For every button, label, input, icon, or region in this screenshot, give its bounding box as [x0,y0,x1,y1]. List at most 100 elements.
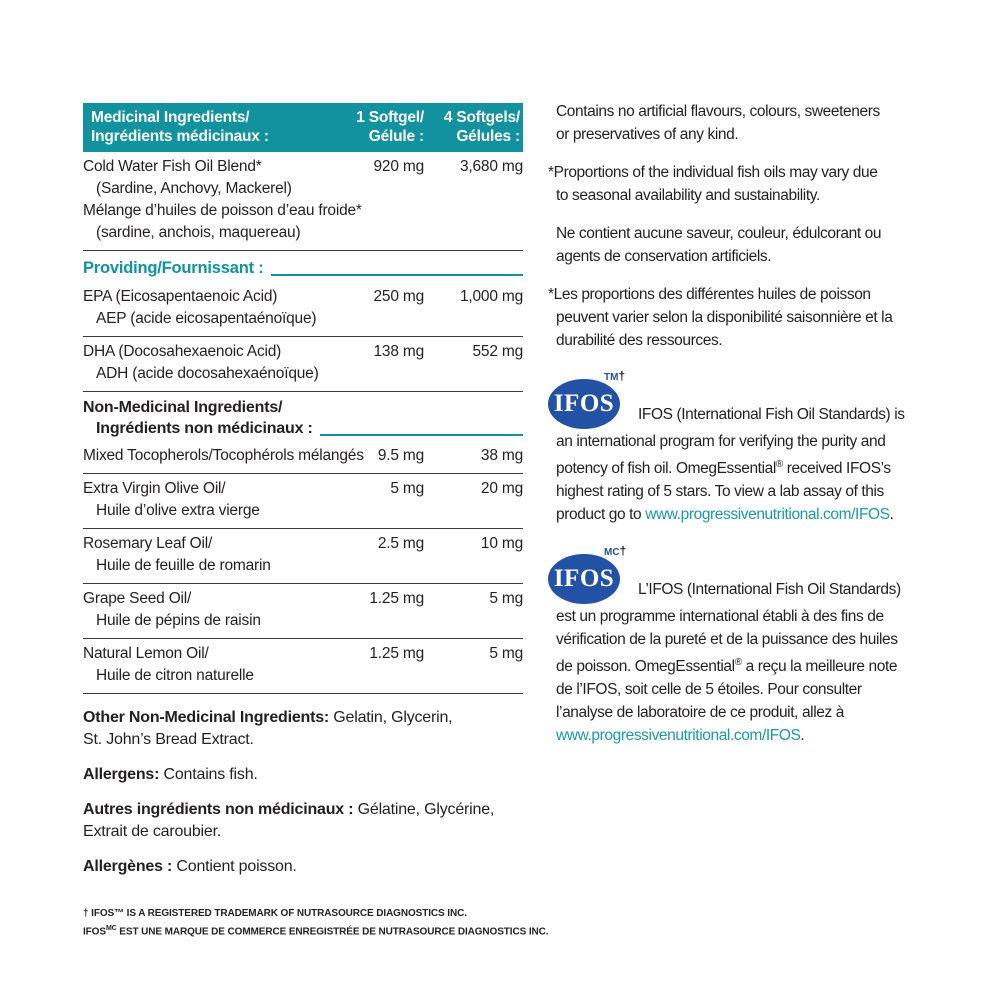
value-1softgel: 1.25 mg [369,590,424,607]
value-4softgels: 5 mg [489,645,523,662]
row-line: Grape Seed Oil/ [83,590,192,607]
ifos-link-en[interactable]: www.progressivenutritional.com/IFOS [645,506,890,524]
note-label: Allergens: [83,766,160,783]
footnote-fr-sup: MC [105,925,117,932]
header-col4-line1: 4 Softgels/ [443,109,520,126]
note-allergens-fr: Allergènes : Contient poisson. [83,856,523,878]
ifos-body-en: received IFOS’s highest rating of 5 star… [556,460,891,524]
row-line: AEP (acide eicosapentaénoïque) [96,310,317,327]
ifos-logo-icon: IFOS MC† [548,542,634,605]
header-name-en: Medicinal Ingredients/ [91,109,250,126]
value-1softgel: 2.5 mg [377,535,424,552]
section-non-medicinal: Non-Medicinal Ingredients/ Ingrédients n… [83,392,523,441]
footnote-en: † IFOS™ IS A REGISTERED TRADEMARK OF NUT… [83,908,467,919]
note-allergens-en: Allergens: Contains fish. [83,764,523,786]
row-line: DHA (Docosahexaenoic Acid) [83,343,282,360]
value-1softgel: 1.25 mg [369,645,424,662]
table-row-natural-lemon-oil: Natural Lemon Oil/ Huile de citron natur… [83,639,523,694]
nonmed-label-en: Non-Medicinal Ingredients/ [83,399,283,416]
section-providing: Providing/Fournissant : [83,251,523,282]
header-col-4softgels: 4 Softgels/Gélules : [424,108,520,146]
ifos-oval: IFOS [548,379,620,429]
value-4softgels: 3,680 mg [459,158,523,175]
row-line: Rosemary Leaf Oil/ [83,535,213,552]
dagger-mark: † [618,369,626,383]
header-name-fr: Ingrédients médicinaux : [91,128,269,145]
teal-rule [319,434,523,436]
value-1softgel: 9.5 mg [377,447,424,464]
ifos-intro-fr: L’IFOS (International Fish Oil Standards… [638,581,901,599]
value-4softgels: 20 mg [480,480,523,497]
registered-mark: ® [734,657,742,669]
ifos-intro-en: IFOS (International Fish Oil Standards) … [638,406,905,423]
ifos-block-fr: IFOS MC† L’IFOS (International Fish Oil … [548,542,948,747]
value-1softgel: 250 mg [373,288,425,305]
row-line: EPA (Eicosapentaenoic Acid) [83,288,278,305]
table-row-mixed-tocopherols: Mixed Tocopherols/Tocophérols mélangés 9… [83,441,523,474]
table-row-rosemary-leaf-oil: Rosemary Leaf Oil/ Huile de feuille de r… [83,529,523,584]
note-other-non-medicinal: Other Non-Medicinal Ingredients: Gelatin… [83,707,523,751]
header-col-1softgel: 1 Softgel/Gélule : [324,108,424,146]
footnote-fr: IFOSMC EST UNE MARQUE DE COMMERCE ENREGI… [83,921,549,939]
ifos-body-fr: a reçu la meilleure note de l’IFOS, soit… [556,658,898,722]
note-text: Contains fish. [159,766,258,783]
footnote-fr-rest: EST UNE MARQUE DE COMMERCE ENREGISTRÉE D… [116,926,549,938]
ifos-paragraph-en: an international program for verifying t… [548,430,948,526]
value-1softgel: 5 mg [390,480,424,497]
ifos-logo-icon: IFOS TM† [548,367,634,429]
value-4softgels: 1,000 mg [459,288,523,305]
tm-mark: TM [604,372,619,383]
row-line: Huile d’olive extra vierge [96,502,260,519]
row-line: Mélange d’huiles de poisson d’eau froide… [83,202,362,219]
ifos-body-en: an international program for verifying t… [556,433,886,478]
footnote-fr-pre: IFOS [83,926,106,938]
header-ingredients-label: Medicinal Ingredients/Ingrédients médici… [91,108,324,146]
ifos-logo-text: IFOS [553,390,615,417]
note-other-non-medicinal-fr: Autres ingrédients non médicinaux : Géla… [83,799,523,843]
teal-rule [270,274,523,276]
value-4softgels: 5 mg [489,590,523,607]
note-label: Other Non-Medicinal Ingredients: [83,709,330,726]
dagger-mark: † [619,544,627,559]
table-header: Medicinal Ingredients/Ingrédients médici… [83,103,523,152]
row-line: Mixed Tocopherols/Tocophérols mélangés [83,447,364,464]
period: . [800,727,805,745]
paragraph-proportions-fr: *Les proportions des différentes huiles … [548,286,893,349]
value-4softgels: 552 mg [472,343,524,360]
table-row-grape-seed-oil: Grape Seed Oil/ Huile de pépins de raisi… [83,584,523,639]
note-label: Autres ingrédients non médicinaux : [83,801,354,818]
row-line: Cold Water Fish Oil Blend* [83,158,262,175]
ifos-logo-text: IFOS [553,565,615,593]
nonmed-label-fr: Ingrédients non médicinaux : [96,420,313,437]
paragraph-no-artificial-en: Contains no artificial flavours, colours… [556,103,880,143]
row-line: (Sardine, Anchovy, Mackerel) [96,180,292,197]
value-4softgels: 10 mg [480,535,523,552]
note-text: Gélatine, Glycérine, Extrait de caroubie… [83,801,495,840]
value-1softgel: 138 mg [373,343,425,360]
note-text: Contient poisson. [172,858,297,875]
providing-label: Providing/Fournissant : [83,259,264,277]
ifos-link-fr[interactable]: www.progressivenutritional.com/IFOS [556,727,801,745]
note-label: Allergènes : [83,858,173,875]
mc-mark: MC [604,547,620,559]
trademark-footnotes: † IFOS™ IS A REGISTERED TRADEMARK OF NUT… [83,906,549,939]
table-row-epa: EPA (Eicosapentaenoic Acid) AEP (acide e… [83,282,523,337]
row-line: Natural Lemon Oil/ [83,645,209,662]
period: . [889,506,894,524]
table-row-cold-water-fish-oil: Cold Water Fish Oil Blend* (Sardine, Anc… [83,152,523,251]
paragraph-proportions-en: *Proportions of the individual fish oils… [548,164,878,204]
header-col4-line2: Gélules : [456,128,520,145]
row-line: Huile de feuille de romarin [96,557,271,574]
header-col1-line1: 1 Softgel/ [356,109,424,126]
note-text: Gelatin, Glycerin, St. John’s Bread Extr… [83,709,453,748]
ifos-logo-superscript: MC† [604,544,626,558]
ifos-oval: IFOS [548,554,620,605]
info-column: Contains no artificial flavours, colours… [548,100,948,763]
ifos-logo-superscript: TM† [604,369,625,383]
row-line: ADH (acide docosahexaénoïque) [96,365,319,382]
row-line: Extra Virgin Olive Oil/ [83,480,226,497]
row-line: (sardine, anchois, maquereau) [96,224,301,241]
value-1softgel: 920 mg [373,158,425,175]
ingredients-table: Medicinal Ingredients/Ingrédients médici… [83,103,549,939]
